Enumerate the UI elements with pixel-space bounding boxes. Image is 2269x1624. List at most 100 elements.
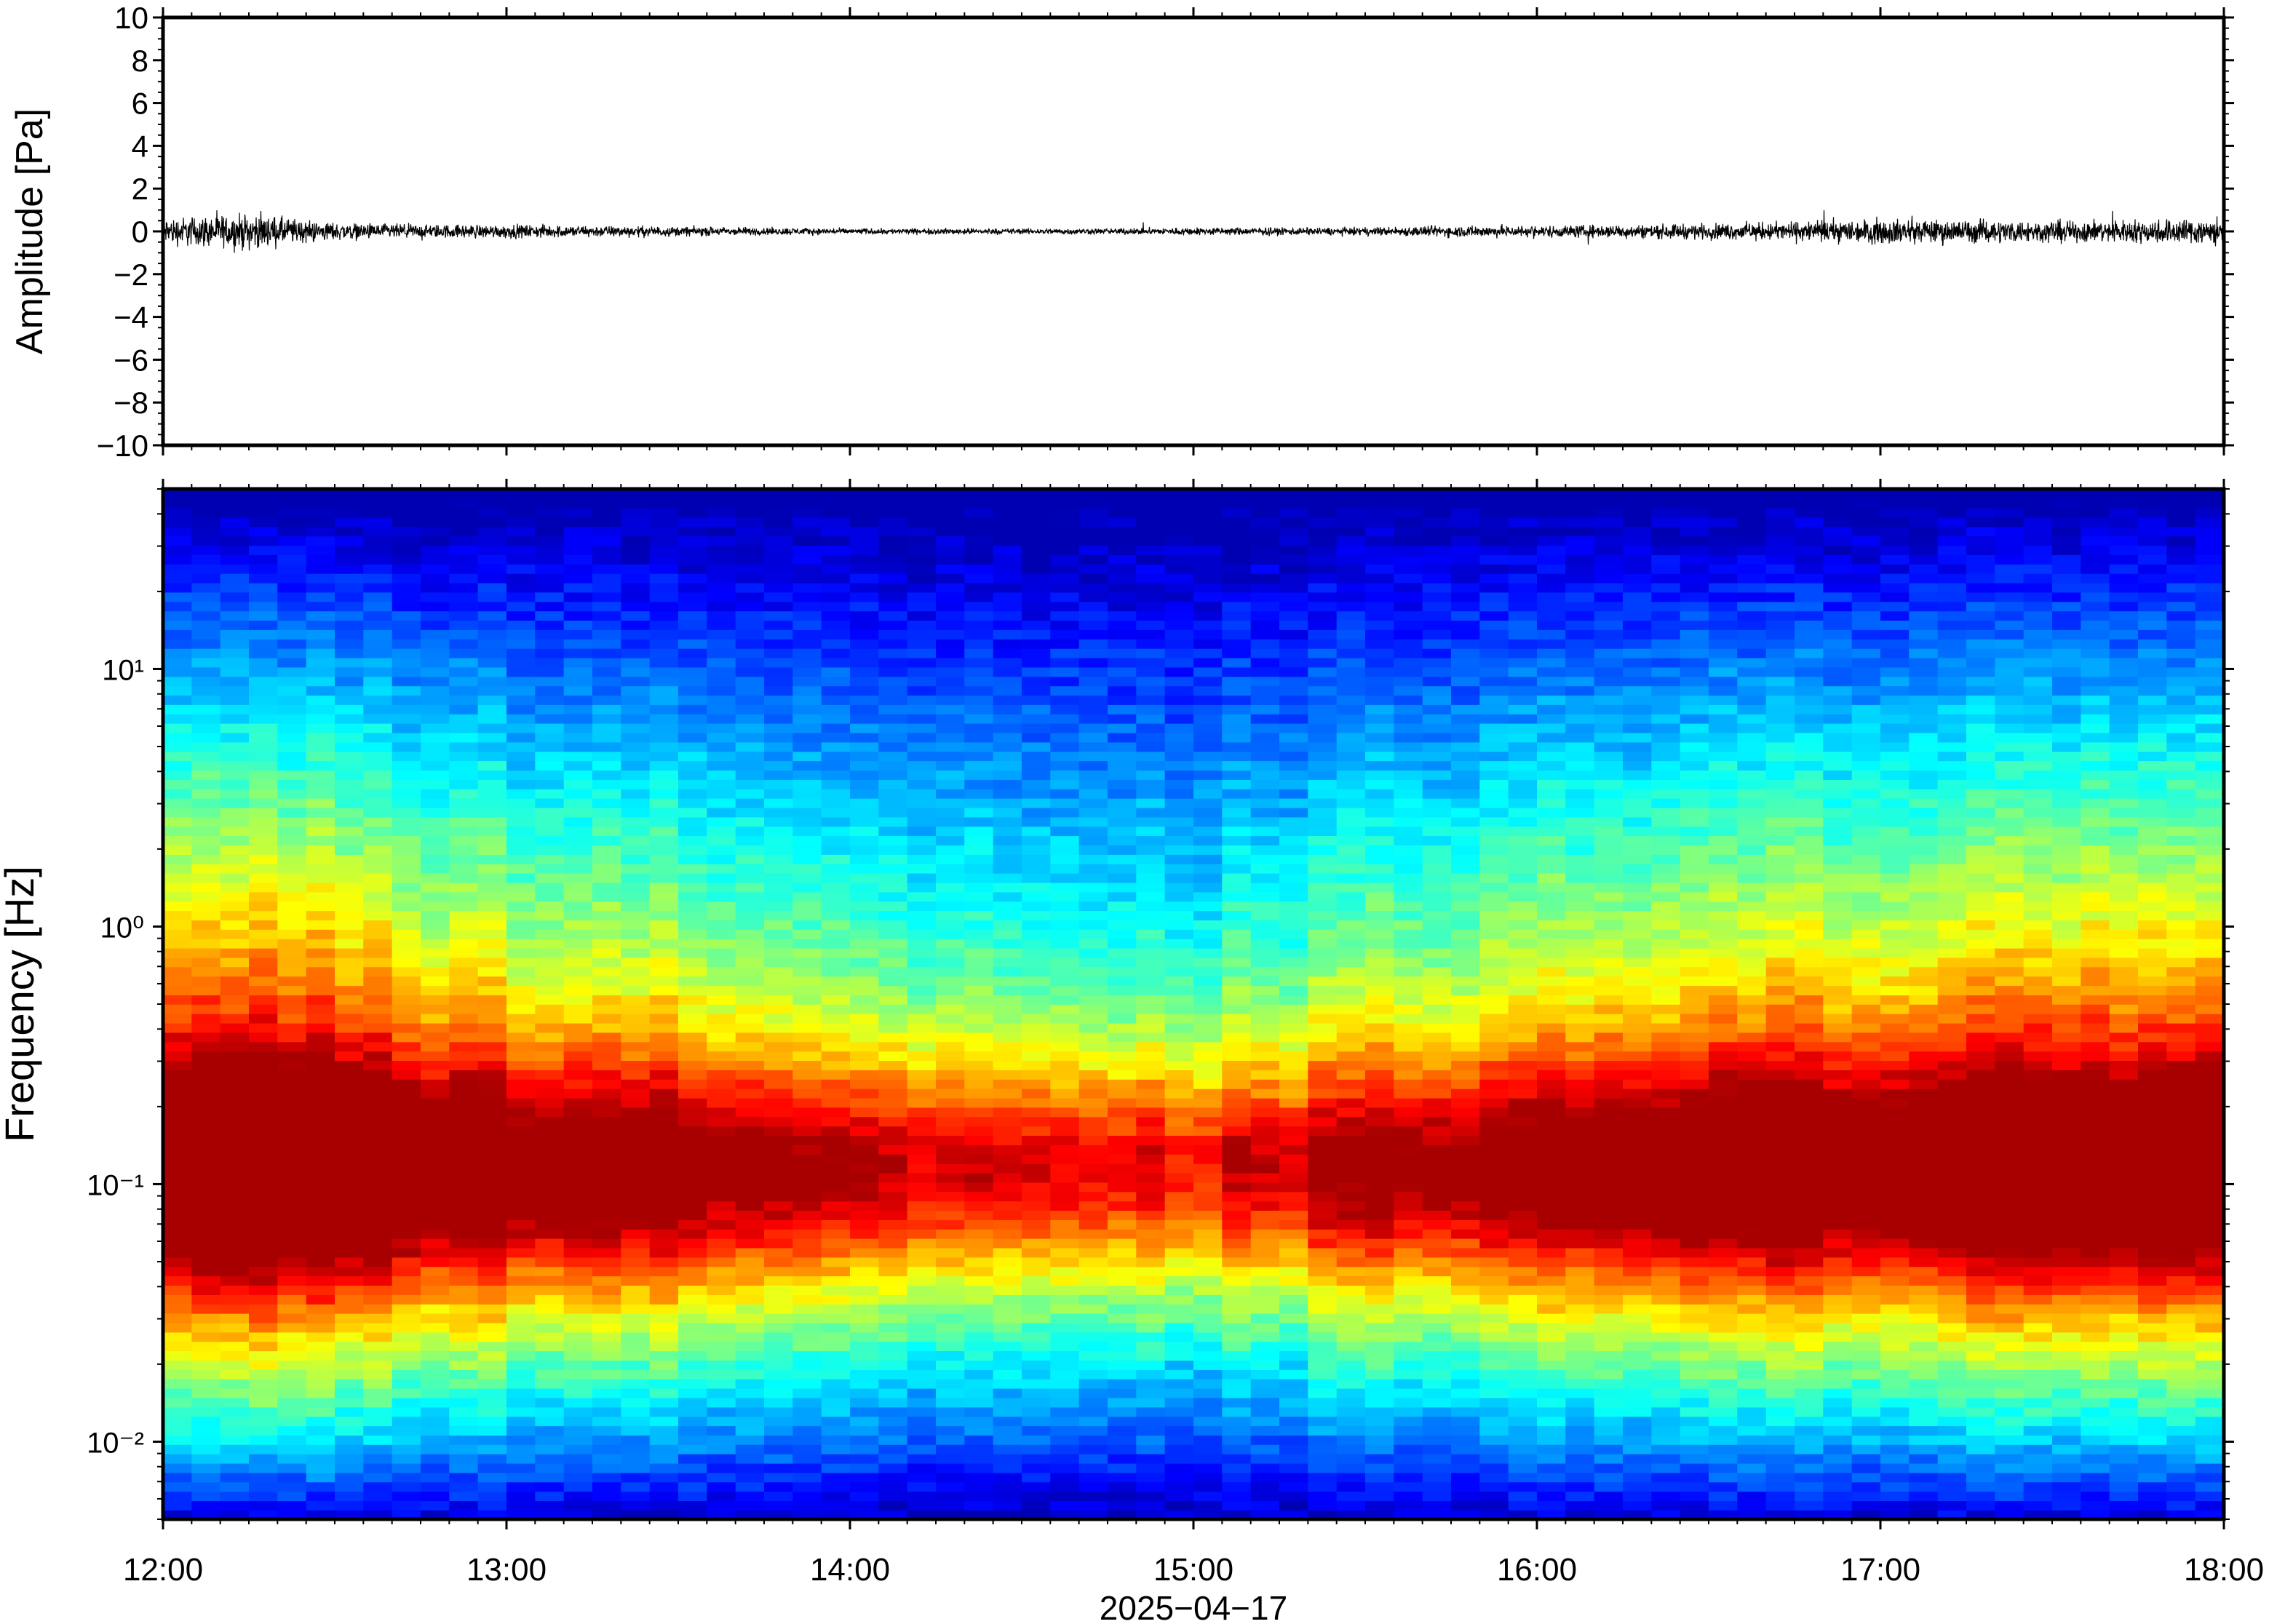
spectrogram-cell bbox=[363, 592, 393, 602]
spectrogram-cell bbox=[1250, 498, 1280, 509]
spectrogram-cell bbox=[1222, 666, 1252, 677]
spectrogram-cell bbox=[678, 1013, 708, 1024]
spectrogram-cell bbox=[678, 526, 708, 537]
spectrogram-cell bbox=[335, 1172, 365, 1183]
spectrogram-cell bbox=[792, 854, 822, 864]
spectrogram-cell bbox=[277, 807, 307, 818]
spectrogram-cell bbox=[392, 910, 421, 920]
spectrogram-cell bbox=[592, 845, 622, 855]
spectrogram-cell bbox=[707, 797, 736, 808]
spectrogram-cell bbox=[850, 629, 880, 640]
spectrogram-cell bbox=[707, 929, 736, 939]
spectrogram-cell bbox=[1050, 1022, 1080, 1033]
spectrogram-cell bbox=[277, 872, 307, 883]
spectrogram-cell bbox=[477, 1500, 507, 1510]
spectrogram-cell bbox=[335, 517, 365, 528]
spectrogram-cell bbox=[477, 985, 507, 995]
spectrogram-cell bbox=[477, 1210, 507, 1220]
spectrogram-cell bbox=[220, 751, 250, 762]
spectrogram-cell bbox=[649, 1444, 679, 1454]
spectrogram-cell bbox=[1222, 929, 1252, 939]
spectrogram-cell bbox=[535, 1472, 565, 1483]
spectrogram-cell bbox=[850, 1079, 880, 1089]
spectrogram-cell bbox=[421, 564, 450, 574]
spectrogram-cell bbox=[1222, 741, 1252, 752]
spectrogram-cell bbox=[249, 517, 279, 528]
spectrogram-cell bbox=[1022, 1453, 1052, 1464]
spectrogram-cell bbox=[764, 826, 794, 837]
spectrogram-cell bbox=[363, 1388, 393, 1398]
spectrogram-cell bbox=[792, 751, 822, 762]
spectrogram-cell bbox=[792, 770, 822, 780]
spectrogram-cell bbox=[764, 676, 794, 687]
spectrogram-cell bbox=[907, 592, 937, 602]
spectrogram-cell bbox=[277, 1416, 307, 1427]
spectrogram-cell bbox=[1193, 1107, 1223, 1118]
spectrogram-cell bbox=[1308, 816, 1338, 827]
spectrogram-cell bbox=[1336, 910, 1366, 920]
spectrogram-cell bbox=[907, 741, 937, 752]
spectrogram-cell bbox=[1022, 1500, 1052, 1510]
spectrogram-cell bbox=[563, 1201, 593, 1211]
spectrogram-cell bbox=[191, 695, 221, 705]
spectrogram-cell bbox=[563, 1322, 593, 1333]
spectrogram-cell bbox=[277, 1491, 307, 1502]
spectrogram-cell bbox=[821, 1228, 851, 1239]
spectrogram-cell bbox=[649, 976, 679, 987]
spectrogram-cell bbox=[1279, 845, 1309, 855]
spectrogram-cell bbox=[335, 835, 365, 845]
spectrogram-cell bbox=[907, 1097, 937, 1108]
spectrogram-cell bbox=[306, 545, 335, 555]
spectrogram-cell bbox=[220, 910, 250, 920]
spectrogram-cell bbox=[535, 695, 565, 705]
spectrogram-cell bbox=[249, 1022, 279, 1033]
spectrogram-cell bbox=[563, 1032, 593, 1043]
spectrogram-cell bbox=[1164, 685, 1194, 696]
spectrogram-cell bbox=[1164, 1303, 1194, 1314]
spectrogram-cell bbox=[936, 1201, 966, 1211]
spectrogram-cell bbox=[363, 957, 393, 968]
spectrogram-cell bbox=[592, 592, 622, 602]
spectrogram-cell bbox=[1050, 1154, 1080, 1164]
spectrogram-cell bbox=[1222, 1041, 1252, 1052]
spectrogram-cell bbox=[249, 1004, 279, 1014]
spectrogram-cell bbox=[421, 1172, 450, 1183]
spectrogram-cell bbox=[392, 1275, 421, 1286]
spectrogram-cell bbox=[306, 1369, 335, 1380]
spectrogram-cell bbox=[792, 704, 822, 715]
spectrogram-cell bbox=[363, 1275, 393, 1286]
spectrogram-cell bbox=[850, 1275, 880, 1286]
spectrogram-cell bbox=[1336, 835, 1366, 845]
spectrogram-cell bbox=[592, 1425, 622, 1436]
spectrogram-cell bbox=[592, 517, 622, 528]
spectrogram-cell bbox=[735, 920, 765, 930]
spectrogram-cell bbox=[993, 723, 1022, 733]
spectrogram-cell bbox=[1108, 751, 1137, 762]
spectrogram-cell bbox=[792, 1126, 822, 1136]
spectrogram-cell bbox=[477, 676, 507, 687]
spectrogram-cell bbox=[1108, 1416, 1137, 1427]
spectrogram-cell bbox=[335, 938, 365, 949]
spectrogram-cell bbox=[592, 1491, 622, 1502]
spectrogram-cell bbox=[421, 695, 450, 705]
spectrogram-cell bbox=[592, 1341, 622, 1352]
spectrogram-cell bbox=[1222, 507, 1252, 518]
spectrogram-cell bbox=[907, 1163, 937, 1174]
spectrogram-cell bbox=[649, 1126, 679, 1136]
spectrogram-cell bbox=[363, 1060, 393, 1070]
spectrogram-cell bbox=[878, 1294, 908, 1305]
spectrogram-cell bbox=[535, 1060, 565, 1070]
spectrogram-cell bbox=[936, 1453, 966, 1464]
spectrogram-cell bbox=[1136, 1350, 1166, 1361]
spectrogram-cell bbox=[850, 1172, 880, 1183]
spectrogram-cell bbox=[306, 779, 335, 789]
spectrogram-cell bbox=[191, 1079, 221, 1089]
spectrogram-cell bbox=[678, 554, 708, 565]
spectrogram-cell bbox=[707, 1491, 736, 1502]
spectrogram-cell bbox=[1078, 1022, 1108, 1033]
spectrogram-cell bbox=[764, 629, 794, 640]
spectrogram-cell bbox=[1050, 920, 1080, 930]
spectrogram-cell bbox=[1308, 995, 1338, 1005]
spectrogram-cell bbox=[1336, 826, 1366, 837]
spectrogram-cell bbox=[335, 770, 365, 780]
